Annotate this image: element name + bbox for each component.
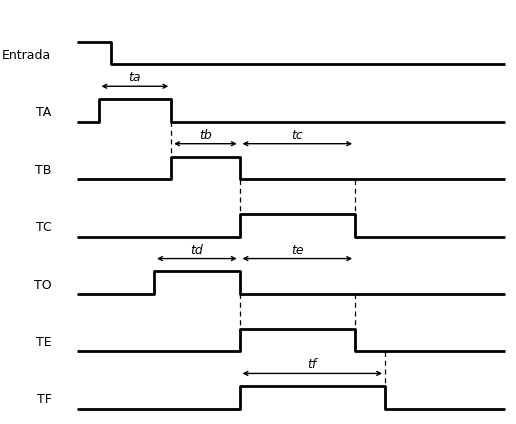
Text: te: te — [291, 243, 303, 257]
Text: TC: TC — [36, 221, 52, 234]
Text: TO: TO — [34, 279, 52, 292]
Text: TF: TF — [37, 393, 52, 406]
Text: td: td — [190, 243, 203, 257]
Text: TB: TB — [35, 164, 52, 177]
Text: TA: TA — [36, 106, 52, 119]
Text: ta: ta — [128, 71, 141, 84]
Text: tc: tc — [292, 128, 303, 142]
Text: Entrada: Entrada — [2, 49, 52, 62]
Text: tb: tb — [199, 128, 212, 142]
Text: TE: TE — [36, 336, 52, 349]
Text: tf: tf — [308, 358, 317, 371]
